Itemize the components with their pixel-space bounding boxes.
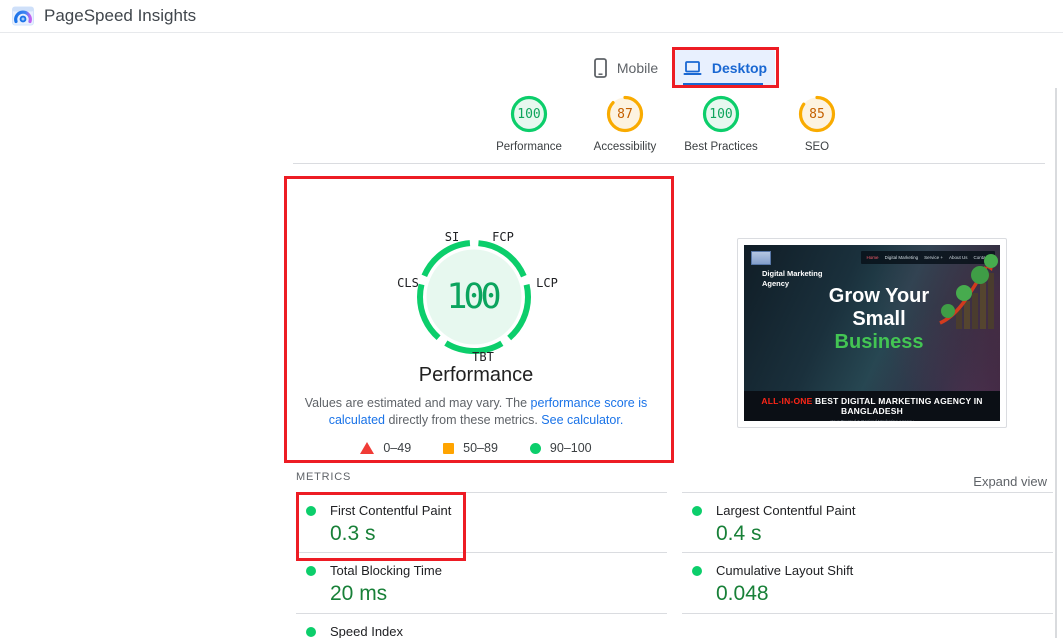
metric-label: Largest Contentful Paint — [716, 503, 856, 518]
headline-line: Grow Your — [828, 285, 930, 307]
scrollbar-track[interactable] — [1055, 88, 1057, 638]
metric-value: 0.048 — [716, 582, 769, 605]
metric-label-si: SI — [444, 230, 460, 244]
tab-desktop-label: Desktop — [711, 60, 768, 76]
site-tagline: Your Trusted & Desired Marketing agency — [744, 419, 1000, 421]
average-square-icon — [443, 442, 455, 454]
score-value: 87 — [617, 106, 633, 122]
metric-label-fcp: FCP — [492, 230, 514, 244]
score-disclaimer: Values are estimated and may vary. The p… — [294, 395, 658, 429]
metrics-column-right: Largest Contentful Paint 0.4 s Cumulativ… — [682, 492, 1053, 614]
tab-active-underline — [683, 83, 763, 86]
metric-label-cls: CLS — [397, 276, 419, 290]
category-score-seo[interactable]: 85 SEO — [762, 94, 872, 153]
good-dot-icon — [692, 565, 702, 576]
pagespeed-logo-icon — [12, 6, 34, 26]
site-nav-item: Digital Marketing — [884, 255, 919, 260]
seo-score-gauge: 85 — [797, 94, 837, 134]
category-label: Accessibility — [593, 141, 657, 153]
score-value: 85 — [809, 106, 825, 122]
metric-label: Cumulative Layout Shift — [716, 563, 854, 578]
metrics-column-left: First Contentful Paint 0.3 s Total Block… — [296, 492, 667, 638]
banner-highlight: ALL-IN-ONE — [761, 396, 813, 406]
metric-label: First Contentful Paint — [330, 503, 452, 518]
legend-range: 0–49 — [383, 441, 412, 455]
gauge-title: Performance — [418, 364, 534, 386]
metric-label-lcp: LCP — [536, 276, 558, 290]
metric-value: 0.4 s — [716, 522, 762, 545]
metric-value: 20 ms — [330, 582, 388, 605]
performance-gauge — [417, 240, 531, 354]
site-nav-item: Service + — [924, 255, 943, 260]
category-score-performance[interactable]: 100 Performance — [474, 94, 584, 153]
site-logo — [751, 251, 771, 265]
tab-mobile-label: Mobile — [616, 60, 659, 76]
legend-average: 50–89 — [443, 441, 498, 455]
disclaimer-text: directly from these metrics. — [385, 413, 542, 427]
metric-label: Speed Index — [330, 624, 404, 638]
metric-total-blocking-time: Total Blocking Time 20 ms — [296, 553, 667, 614]
phone-icon — [593, 58, 607, 78]
good-circle-icon — [529, 442, 541, 454]
metric-cumulative-layout-shift: Cumulative Layout Shift 0.048 — [682, 553, 1053, 614]
disclaimer-text: Values are estimated and may vary. The — [304, 396, 531, 410]
site-nav-item: Home — [866, 255, 879, 260]
metrics-section-label: METRICS — [296, 471, 352, 483]
performance-score-gauge: 100 — [509, 94, 549, 134]
legend-range: 50–89 — [463, 441, 498, 455]
banner-headline: ALL-IN-ONE BEST DIGITAL MARKETING AGENCY… — [744, 396, 1000, 416]
legend-range: 90–100 — [549, 441, 592, 455]
site-headline: Grow Your Small Business — [792, 285, 966, 354]
laptop-icon — [683, 60, 702, 76]
metric-largest-contentful-paint: Largest Contentful Paint 0.4 s — [682, 492, 1053, 553]
metric-label: Total Blocking Time — [330, 563, 442, 578]
metric-label-tbt: TBT — [472, 350, 494, 364]
expand-view-link[interactable]: Expand view — [973, 474, 1047, 489]
metric-first-contentful-paint: First Contentful Paint 0.3 s — [296, 492, 667, 553]
good-dot-icon — [692, 505, 702, 516]
score-value: 100 — [517, 106, 541, 122]
category-label: Best Practices — [684, 141, 758, 153]
score-legend: 0–49 50–89 90–100 — [294, 441, 658, 455]
good-dot-icon — [306, 565, 316, 576]
site-nav-item: About Us — [948, 255, 968, 260]
site-nav-item: Contact — [973, 255, 989, 260]
category-label: Performance — [496, 141, 562, 153]
metric-value: 0.3 s — [330, 522, 376, 545]
performance-gauge-score: 100 — [446, 277, 501, 317]
see-calculator-link[interactable]: See calculator. — [541, 413, 624, 427]
metric-speed-index: Speed Index — [296, 614, 667, 638]
headline-line: Small — [852, 308, 906, 330]
banner-text: BEST DIGITAL MARKETING AGENCY IN BANGLAD… — [812, 396, 983, 416]
section-divider — [293, 163, 1045, 164]
category-label: SEO — [804, 141, 830, 153]
site-nav: Home Digital Marketing Service + About U… — [860, 251, 995, 264]
category-score-accessibility[interactable]: 87 Accessibility — [570, 94, 680, 153]
score-value: 100 — [709, 106, 733, 122]
legend-fail: 0–49 — [360, 441, 411, 455]
fail-triangle-icon — [360, 442, 375, 454]
site-screenshot-thumbnail: Home Digital Marketing Service + About U… — [737, 238, 1007, 428]
category-score-best-practices[interactable]: 100 Best Practices — [666, 94, 776, 153]
tab-mobile[interactable]: Mobile — [588, 50, 664, 86]
site-banner: ALL-IN-ONE BEST DIGITAL MARKETING AGENCY… — [744, 391, 1000, 421]
legend-good: 90–100 — [529, 441, 592, 455]
tab-desktop[interactable]: Desktop — [675, 50, 775, 86]
accessibility-score-gauge: 87 — [605, 94, 645, 134]
calculator-link[interactable]: performance score is calculated — [328, 396, 648, 427]
good-dot-icon — [306, 626, 316, 637]
app-title: PageSpeed Insights — [44, 6, 197, 25]
site-brand: Digital Marketing Agency — [762, 269, 823, 288]
headline-line: Business — [834, 331, 924, 353]
growth-chart-illustration — [934, 253, 998, 342]
site-screenshot: Home Digital Marketing Service + About U… — [744, 245, 1000, 421]
good-dot-icon — [306, 505, 316, 516]
best-practices-score-gauge: 100 — [701, 94, 741, 134]
app-header: PageSpeed Insights — [0, 0, 1063, 33]
